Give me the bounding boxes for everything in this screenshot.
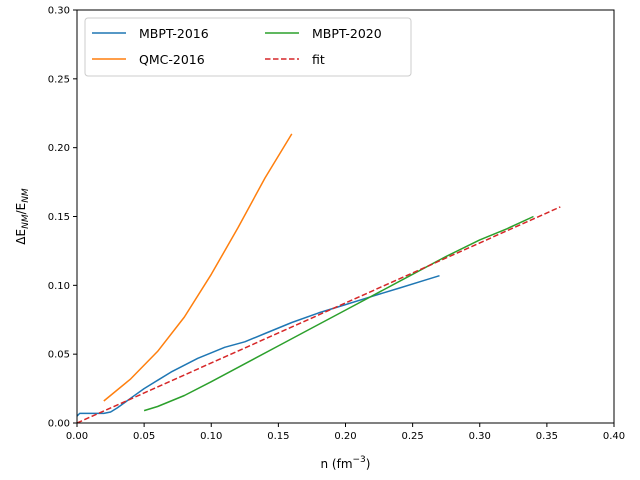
series-line-mbpt-2016: [76, 274, 440, 417]
y-tick-label: 0.15: [48, 212, 70, 223]
x-axis-label-text: n (fm: [321, 457, 353, 471]
legend-label-fit: fit: [312, 52, 325, 67]
y-tick-label: 0.20: [48, 143, 70, 154]
series-line-qmc-2016: [103, 133, 293, 402]
x-axis-label-superscript: −3: [353, 455, 366, 465]
legend-label-qmc-2016: QMC-2016: [139, 52, 205, 67]
x-tick-label: 0.20: [334, 431, 356, 442]
y-axis-label-main: ΔE: [14, 229, 28, 245]
legend-label-mbpt-2020: MBPT-2020: [312, 26, 382, 41]
x-tick-label: 0.10: [200, 431, 222, 442]
series-line-mbpt-2020: [143, 215, 534, 412]
y-tick-label: 0.05: [48, 350, 70, 361]
y-axis-label-subscript-2: NM: [21, 188, 31, 203]
x-tick-label: 0.15: [267, 431, 289, 442]
series-line-fit: [76, 206, 561, 424]
series-layer: [76, 133, 561, 424]
x-tick-label: 0.40: [603, 431, 625, 442]
x-axis-label-close: ): [366, 457, 371, 471]
y-axis-label-subscript-1: NM: [21, 214, 31, 229]
x-tick-label: 0.30: [469, 431, 491, 442]
plot-area: [77, 10, 614, 423]
legend-label-mbpt-2016: MBPT-2016: [139, 26, 209, 41]
y-axis-label-slash: /E: [14, 203, 28, 215]
y-tick-label: 0.25: [48, 74, 70, 85]
y-tick-label: 0.10: [48, 281, 70, 292]
y-tick-label: 0.00: [48, 419, 70, 430]
x-tick-label: 0.05: [133, 431, 155, 442]
x-axis-label: n (fm−3): [321, 455, 371, 471]
y-axis-label: ΔENM/ENM: [14, 188, 31, 245]
x-tick-label: 0.35: [536, 431, 558, 442]
x-axis: 0.00 0.05 0.10 0.15 0.20 0.25 0.30 0.35 0.40: [66, 423, 625, 442]
legend-box: [84, 17, 412, 77]
y-axis: 0.00 0.05 0.10 0.15 0.20 0.25 0.30: [48, 6, 77, 430]
x-tick-label: 0.00: [66, 431, 88, 442]
x-tick-label: 0.25: [401, 431, 423, 442]
legend: MBPT-2016 QMC-2016 MBPT-2020 fit: [84, 17, 412, 77]
y-tick-label: 0.30: [48, 6, 70, 17]
